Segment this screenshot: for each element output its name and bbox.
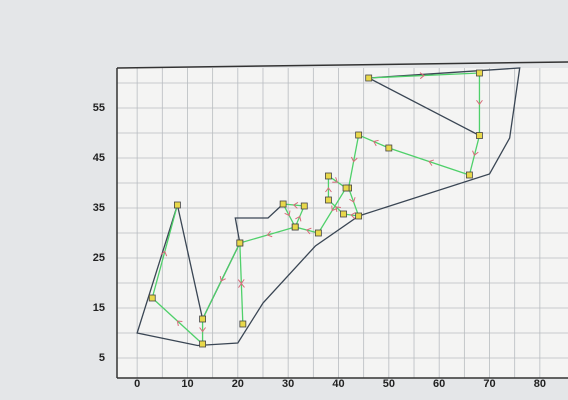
node bbox=[237, 240, 243, 246]
node bbox=[280, 201, 286, 207]
y-tick-label: 55 bbox=[93, 102, 105, 114]
plot-area bbox=[117, 68, 568, 378]
x-tick-label: 70 bbox=[483, 378, 495, 390]
node bbox=[315, 230, 321, 236]
node bbox=[325, 173, 331, 179]
y-tick-label: 15 bbox=[93, 302, 105, 314]
x-tick-label: 60 bbox=[433, 378, 445, 390]
node bbox=[356, 213, 362, 219]
x-tick-label: 10 bbox=[181, 378, 193, 390]
x-tick-label: 20 bbox=[232, 378, 244, 390]
x-tick-label: 40 bbox=[332, 378, 344, 390]
node bbox=[292, 224, 298, 230]
y-tick-label: 25 bbox=[93, 252, 105, 264]
x-tick-label: 30 bbox=[282, 378, 294, 390]
node bbox=[240, 321, 246, 327]
node bbox=[200, 341, 206, 347]
page: 0102030405060708051525354555 (() => { co… bbox=[0, 0, 568, 400]
x-tick-label: 80 bbox=[534, 378, 546, 390]
node bbox=[343, 185, 349, 191]
node bbox=[149, 295, 155, 301]
node bbox=[325, 197, 331, 203]
node bbox=[466, 172, 472, 178]
node bbox=[174, 202, 180, 208]
node bbox=[341, 211, 347, 217]
node bbox=[476, 133, 482, 139]
y-tick-label: 5 bbox=[99, 352, 105, 364]
x-tick-label: 50 bbox=[383, 378, 395, 390]
y-tick-label: 35 bbox=[93, 202, 105, 214]
chart: 0 10 20 30 40 50 60 70 80 5 15 25 35 45 55 bbox=[0, 0, 568, 400]
node bbox=[200, 316, 206, 322]
node bbox=[476, 70, 482, 76]
node bbox=[356, 132, 362, 138]
y-tick-label: 45 bbox=[93, 152, 105, 164]
node bbox=[301, 203, 307, 209]
node bbox=[386, 145, 392, 151]
node bbox=[366, 75, 372, 81]
x-tick-label: 0 bbox=[134, 378, 140, 390]
